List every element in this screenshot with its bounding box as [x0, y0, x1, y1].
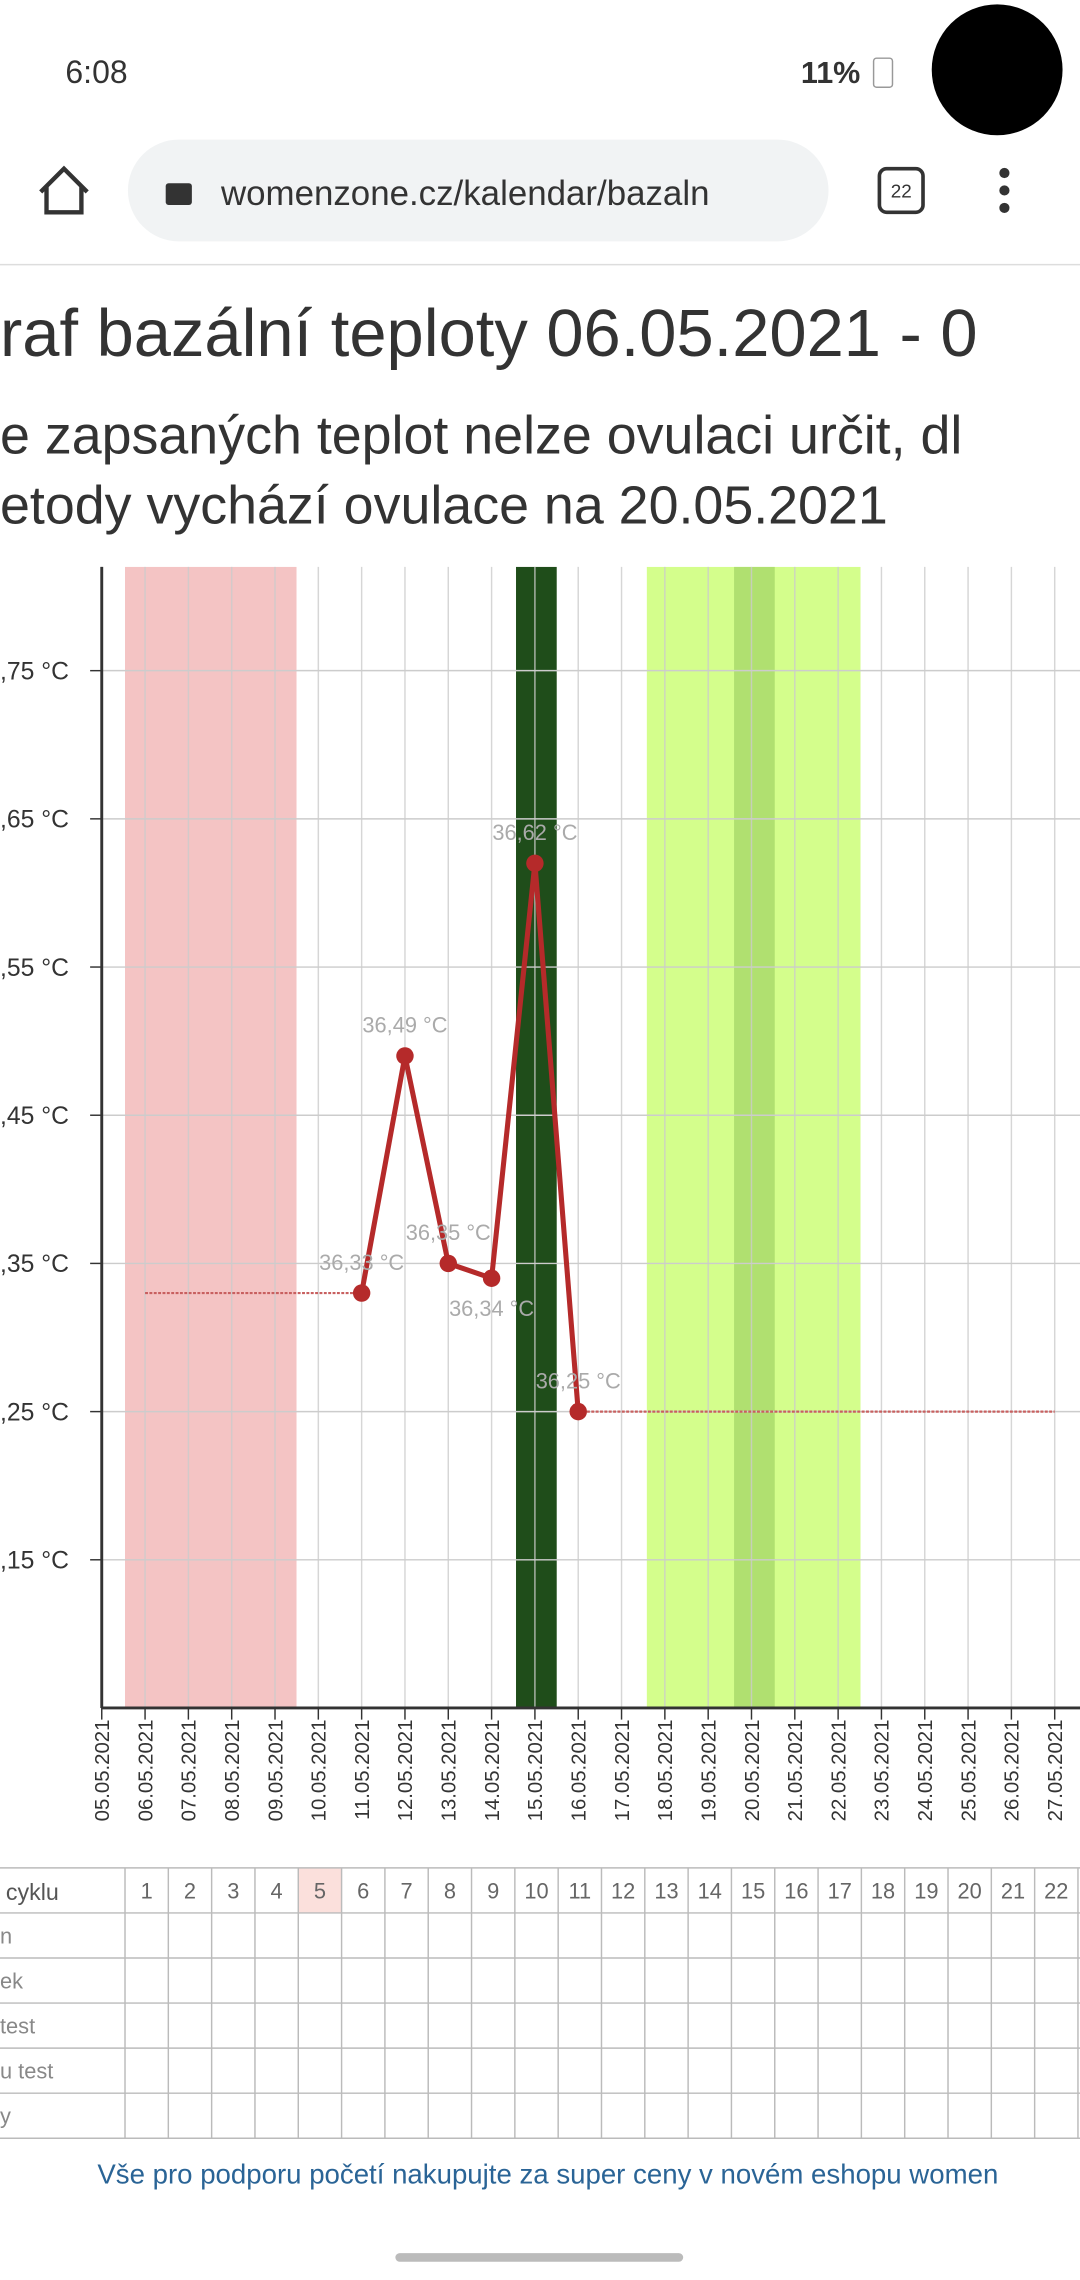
x-tick-label: 12.05.2021	[395, 1720, 417, 1822]
x-tick-label: 08.05.2021	[222, 1720, 244, 1822]
cycle-day: 21	[1001, 1878, 1025, 1903]
cycle-day: 5	[314, 1878, 326, 1903]
cycle-day: 17	[828, 1878, 852, 1903]
page-title: raf bazální teploty 06.05.2021 - 0	[0, 296, 978, 371]
x-tick-label: 06.05.2021	[135, 1720, 157, 1822]
table-label: u test	[0, 2059, 53, 2084]
tab-count[interactable]: 22	[891, 182, 912, 203]
lock-icon	[165, 183, 192, 205]
x-tick-label: 25.05.2021	[958, 1720, 980, 1822]
x-tick-label: 14.05.2021	[482, 1720, 504, 1822]
cycle-day: 19	[914, 1878, 938, 1903]
subtitle-line: e zapsaných teplot nelze ovulaci určit, …	[0, 406, 962, 466]
data-label: 36,25 °C	[536, 1368, 621, 1393]
cycle-day: 4	[271, 1878, 283, 1903]
x-tick-label: 15.05.2021	[525, 1720, 547, 1822]
data-point	[396, 1047, 414, 1065]
x-tick-label: 21.05.2021	[785, 1720, 807, 1822]
data-point	[526, 854, 544, 873]
data-point	[352, 1284, 371, 1302]
x-tick-label: 19.05.2021	[698, 1720, 720, 1822]
x-tick-label: 10.05.2021	[309, 1720, 331, 1822]
cycle-day: 3	[227, 1878, 239, 1903]
temperature-line	[359, 863, 581, 1412]
subtitle-line: etody vychází ovulace na 20.05.2021	[0, 475, 888, 535]
x-tick-label: 22.05.2021	[828, 1720, 850, 1822]
x-tick-label: 11.05.2021	[352, 1720, 374, 1820]
x-tick-label: 07.05.2021	[179, 1720, 201, 1822]
cycle-day: 18	[871, 1878, 895, 1903]
y-tick-label: ,25 °C	[0, 1399, 69, 1426]
x-tick-label: 27.05.2021	[1045, 1720, 1067, 1822]
cycle-table: cyklu 1 2 3 4 5 6 7 8 9 10 11 12 13 14 15 16 17 18 19 20 21 22…	[0, 1867, 1080, 2139]
cycle-day: 13	[654, 1878, 678, 1903]
home-button[interactable]	[39, 165, 89, 215]
cycle-day: 14	[698, 1878, 722, 1903]
url-bar[interactable]	[127, 139, 829, 242]
tabs-button[interactable]	[877, 166, 925, 215]
cycle-day: 11	[569, 1878, 592, 1903]
y-tick-label: ,65 °C	[0, 807, 69, 834]
cycle-band	[125, 566, 297, 1708]
x-tick-label: 16.05.2021	[568, 1720, 590, 1822]
reference-line	[145, 1291, 1055, 1413]
y-tick-label: ,35 °C	[0, 1251, 69, 1278]
gesture-bar	[395, 2253, 684, 2262]
table-label: n	[0, 1923, 12, 1948]
x-tick-label: 18.05.2021	[655, 1720, 677, 1822]
y-tick-label: ,45 °C	[0, 1103, 69, 1130]
url-text[interactable]: womenzone.cz/kalendar/bazaln	[220, 174, 710, 213]
data-label: 36,35 °C	[406, 1220, 491, 1245]
data-label: 36,49 °C	[362, 1013, 447, 1038]
status-time: 6:08	[65, 54, 127, 90]
data-label: 36,62 °C	[492, 820, 577, 845]
highlight-cell	[298, 1867, 342, 1913]
x-tick-label: 23.05.2021	[872, 1720, 894, 1822]
x-tick-label: 13.05.2021	[439, 1720, 461, 1822]
x-tick-label: 17.05.2021	[612, 1720, 634, 1822]
cycle-day: 15	[741, 1878, 765, 1903]
status-battery: 11%	[801, 56, 860, 90]
data-point	[439, 1254, 458, 1273]
battery-icon	[872, 57, 894, 88]
cycle-day: 1	[141, 1878, 153, 1903]
cycle-day: 20	[958, 1878, 982, 1903]
menu-button[interactable]	[999, 167, 1010, 213]
avatar[interactable]	[931, 4, 1063, 136]
cycle-day: 6	[357, 1878, 369, 1903]
table-label: cyklu	[6, 1879, 59, 1905]
cycle-day: 8	[444, 1878, 456, 1903]
x-tick-label: 20.05.2021	[742, 1720, 764, 1822]
data-point	[482, 1269, 501, 1287]
data-label: 36,34 °C	[449, 1296, 534, 1321]
table-label: y	[0, 2104, 11, 2129]
cycle-day: 10	[524, 1878, 548, 1903]
cycle-day: 22	[1044, 1878, 1068, 1903]
table-label: ek	[0, 1969, 23, 1994]
cycle-day: 9	[487, 1878, 499, 1903]
cycle-day: 7	[401, 1878, 413, 1903]
y-tick-label: ,15 °C	[0, 1548, 69, 1575]
y-tick-label: ,55 °C	[0, 955, 69, 982]
table-label: test	[0, 2014, 35, 2039]
shop-link[interactable]: Vše pro podporu početí nakupujte za supe…	[97, 2158, 998, 2189]
cycle-day: 16	[784, 1878, 808, 1903]
y-tick-label: ,75 °C	[0, 658, 69, 685]
x-tick-label: 05.05.2021	[92, 1720, 114, 1822]
data-label: 36,33 °C	[319, 1250, 404, 1275]
data-point	[569, 1402, 587, 1421]
x-tick-label: 26.05.2021	[1002, 1720, 1024, 1822]
x-tick-label: 09.05.2021	[265, 1720, 287, 1822]
cycle-band	[734, 566, 775, 1708]
chart: ,15 °C ,25 °C ,35 °C ,45 °C ,55 °C ,65 °C ,75 …	[0, 566, 1080, 1822]
cycle-band	[516, 566, 557, 1708]
x-tick-label: 24.05.2021	[915, 1720, 937, 1822]
cycle-day: 2	[184, 1878, 196, 1903]
cycle-day: 12	[611, 1878, 635, 1903]
